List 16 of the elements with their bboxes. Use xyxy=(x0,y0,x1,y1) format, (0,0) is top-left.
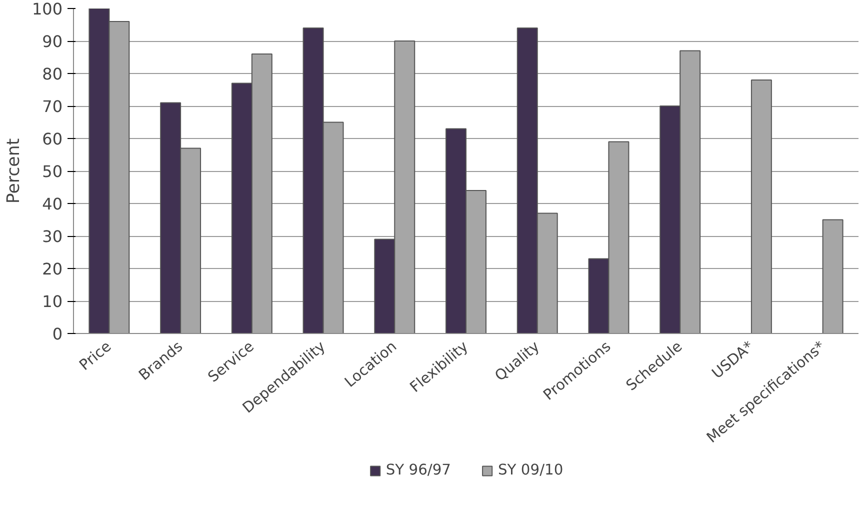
y-tick-label: 0 xyxy=(52,324,63,344)
y-tick-label: 100 xyxy=(32,0,63,18)
y-tick-label: 70 xyxy=(42,97,62,116)
y-tick-label: 40 xyxy=(42,194,62,214)
legend-label: SY 09/10 xyxy=(498,462,564,478)
y-axis-title: Percent xyxy=(4,138,24,204)
y-tick-label: 20 xyxy=(42,260,62,278)
y-tick-label: 60 xyxy=(42,130,62,148)
y-tick-label: 30 xyxy=(42,227,62,246)
y-tick-label: 80 xyxy=(42,64,62,84)
y-tick-label: 90 xyxy=(42,32,62,51)
bar xyxy=(750,80,772,334)
legend-label: SY 96/97 xyxy=(386,462,451,478)
bar xyxy=(822,219,844,334)
y-tick-label: 10 xyxy=(42,292,62,311)
y-tick-label: 50 xyxy=(42,162,62,181)
